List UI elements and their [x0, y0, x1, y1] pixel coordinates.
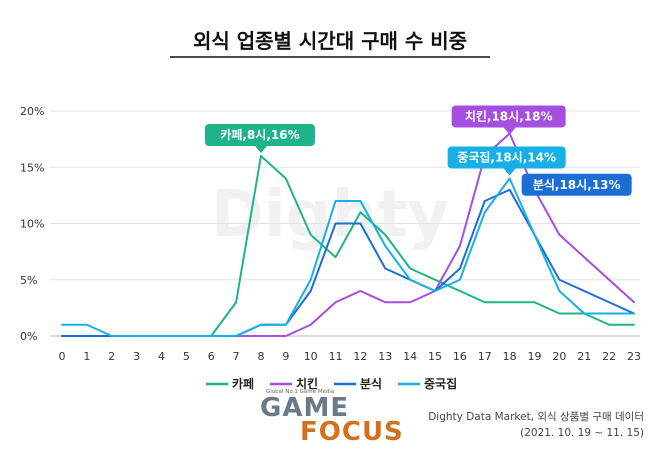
callout-1: 치킨,18시,18% [451, 105, 566, 135]
x-tick-label: 8 [257, 350, 264, 363]
x-tick-label: 21 [577, 350, 591, 363]
x-tick-label: 10 [304, 350, 318, 363]
series-lines [61, 132, 635, 337]
x-tick-label: 22 [602, 350, 616, 363]
callout-box [451, 105, 566, 128]
callout-box [204, 124, 315, 146]
annotations: 카페,8시,16% 치킨,18시,18% 중국집,18시,14% 분식,18시,13% [204, 105, 632, 196]
callout-label: 치킨,18시,18% [465, 109, 553, 124]
callout-label: 분식,18시,13% [533, 177, 621, 192]
x-tick-label: 1 [83, 350, 90, 363]
callout-box [521, 173, 632, 196]
x-tick-label: 19 [528, 350, 542, 363]
legend-label: 분식 [360, 376, 382, 391]
legend-item-분식: 분식 [334, 376, 382, 391]
y-tick-label: 5% [20, 274, 37, 287]
x-tick-label: 2 [108, 350, 115, 363]
y-tick-label: 15% [20, 161, 44, 174]
x-tick-label: 17 [478, 350, 492, 363]
y-tick-label: 0% [20, 330, 37, 343]
callout-pointer [503, 127, 516, 135]
x-tick-label: 18 [503, 350, 517, 363]
logo-tagline: Global No.1 Game Media [266, 389, 334, 395]
x-axis: 0 1 2 3 4 5 6 7 8 9 10 11 12 13 14 15 16 17 18 19 20 21 22 23 [59, 350, 642, 363]
x-tick-label: 4 [158, 350, 165, 363]
x-tick-label: 23 [627, 350, 641, 363]
x-tick-label: 9 [282, 350, 289, 363]
legend: 카페 치킨 분식 중국집 [206, 376, 457, 391]
callout-pointer [254, 146, 267, 153]
y-axis: 0% 5% 10% 15% 20% [20, 105, 44, 343]
legend-item-카페: 카페 [206, 376, 254, 391]
x-tick-label: 12 [353, 350, 367, 363]
x-tick-label: 20 [552, 350, 566, 363]
x-tick-label: 3 [133, 350, 140, 363]
logo-focus-text: FOCUS [300, 417, 404, 447]
legend-item-중국집: 중국집 [398, 376, 457, 391]
x-tick-label: 0 [59, 350, 66, 363]
source-line2: (2021. 10. 19 ~ 11. 15) [520, 427, 644, 439]
x-tick-label: 14 [403, 350, 417, 363]
callout-pointer [503, 168, 516, 176]
y-tick-label: 20% [20, 105, 44, 118]
x-tick-label: 15 [428, 350, 442, 363]
source-line1: Dighty Data Market, 외식 상품별 구매 데이터 [428, 411, 644, 423]
logo-game-text: GAME [260, 393, 349, 423]
callout-0: 카페,8시,16% [204, 124, 315, 153]
callout-3: 분식,18시,13% [521, 173, 632, 196]
x-tick-label: 16 [453, 350, 467, 363]
callout-label: 중국집,18시,14% [457, 150, 556, 165]
x-tick-label: 5 [183, 350, 190, 363]
y-tick-label: 10% [20, 218, 44, 231]
x-tick-label: 6 [208, 350, 215, 363]
legend-item-치킨: 치킨 [270, 376, 318, 391]
callout-box [447, 146, 566, 169]
callout-label: 카페,8시,16% [220, 127, 299, 142]
legend-label: 치킨 [296, 376, 318, 391]
legend-label: 중국집 [424, 376, 457, 391]
logo: Global No.1 Game Media GAME FOCUS [260, 389, 404, 447]
series-line-중국집 [61, 177, 635, 337]
x-tick-label: 13 [378, 350, 392, 363]
chart-title: 외식 업종별 시간대 구매 수 비중 [193, 29, 467, 53]
x-tick-label: 7 [233, 350, 240, 363]
legend-label: 카페 [232, 376, 254, 391]
callout-2: 중국집,18시,14% [447, 146, 566, 176]
x-tick-label: 11 [329, 350, 343, 363]
